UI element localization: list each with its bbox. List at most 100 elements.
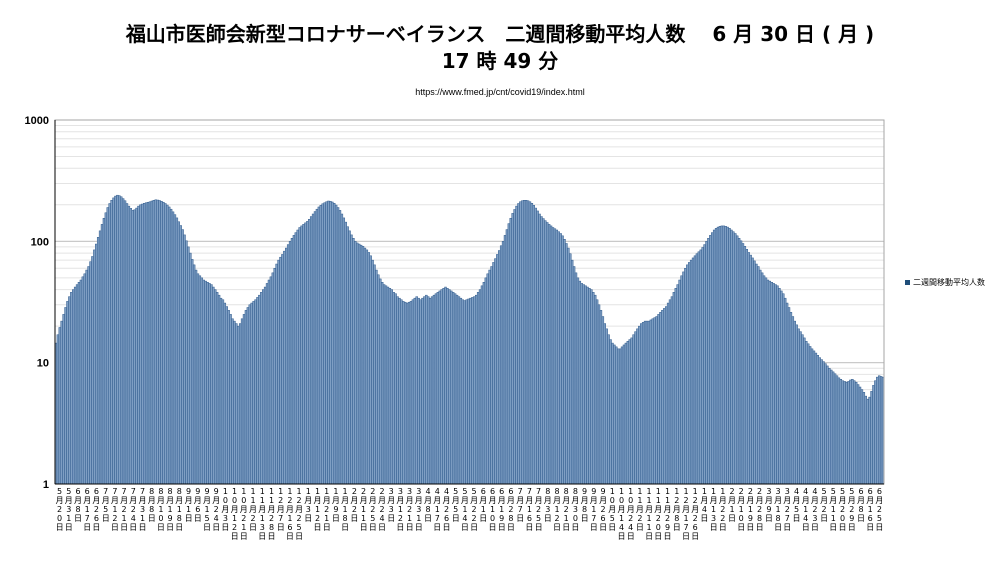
bar	[833, 373, 837, 485]
bar	[244, 310, 248, 485]
bar	[691, 257, 695, 485]
bar	[565, 243, 568, 485]
bar	[267, 279, 271, 485]
bar	[586, 286, 589, 485]
bar	[689, 259, 693, 485]
bar	[283, 250, 286, 485]
bar-series	[54, 194, 885, 485]
bar	[837, 377, 841, 485]
bar	[212, 286, 215, 485]
bar	[96, 237, 100, 485]
bar	[152, 200, 156, 485]
bar	[175, 217, 179, 485]
bar	[576, 277, 580, 485]
bar	[605, 328, 608, 485]
bar	[877, 375, 881, 485]
bar	[135, 207, 138, 485]
bar	[808, 346, 812, 485]
bar	[812, 350, 816, 485]
bar	[522, 200, 526, 485]
bar	[146, 201, 150, 485]
bar	[336, 207, 340, 485]
bar	[814, 352, 818, 485]
bar	[405, 302, 409, 485]
bar	[457, 296, 461, 485]
bar	[108, 203, 111, 485]
bar	[569, 253, 572, 485]
bar	[396, 296, 399, 485]
bar	[578, 280, 582, 485]
bar	[388, 288, 392, 485]
bar	[139, 204, 142, 485]
source-url[interactable]: https://www.fmed.jp/cnt/covid19/index.ht…	[415, 87, 585, 97]
bar	[678, 279, 681, 485]
chart-title: 福山市医師会新型コロナサーベイランス 二週間移動平均人数 6 月 30 日 ( …	[125, 22, 875, 46]
bar	[192, 264, 196, 485]
bar	[392, 292, 395, 485]
bar	[734, 233, 737, 485]
bar	[356, 242, 359, 485]
bar	[851, 379, 854, 485]
bar	[215, 292, 219, 485]
bar	[419, 299, 422, 485]
bar	[737, 238, 741, 485]
bar	[757, 266, 760, 485]
bar	[561, 235, 564, 485]
bar	[853, 380, 856, 485]
bar	[822, 361, 825, 485]
bar	[321, 203, 324, 485]
bar	[628, 339, 631, 485]
bar	[643, 320, 647, 485]
bar	[346, 226, 349, 485]
bar	[674, 288, 678, 485]
bar	[555, 229, 559, 485]
bar	[563, 239, 566, 485]
bar	[459, 297, 463, 485]
bar	[357, 243, 361, 485]
bar	[645, 320, 649, 485]
bar	[856, 384, 860, 485]
bar	[254, 299, 257, 485]
bar	[148, 201, 152, 485]
bar	[237, 325, 240, 485]
bar	[805, 341, 808, 485]
bar	[501, 241, 505, 485]
bar	[448, 289, 451, 485]
bar	[131, 210, 134, 485]
bar	[595, 299, 599, 485]
bar	[772, 283, 775, 485]
bar	[467, 298, 470, 485]
bar	[375, 269, 378, 485]
bar	[434, 293, 438, 485]
bar	[764, 277, 768, 485]
bar	[235, 323, 238, 485]
bar	[618, 348, 622, 485]
bar	[593, 294, 597, 485]
bar	[707, 238, 710, 485]
bar	[478, 289, 482, 485]
bar	[638, 325, 641, 485]
bar	[528, 201, 532, 485]
bar	[402, 301, 405, 485]
bar	[436, 292, 440, 485]
bar	[198, 275, 202, 485]
legend-label: 二週間移動平均人数	[913, 278, 985, 287]
bar	[630, 337, 633, 485]
bar	[484, 277, 488, 485]
bar	[160, 200, 163, 485]
